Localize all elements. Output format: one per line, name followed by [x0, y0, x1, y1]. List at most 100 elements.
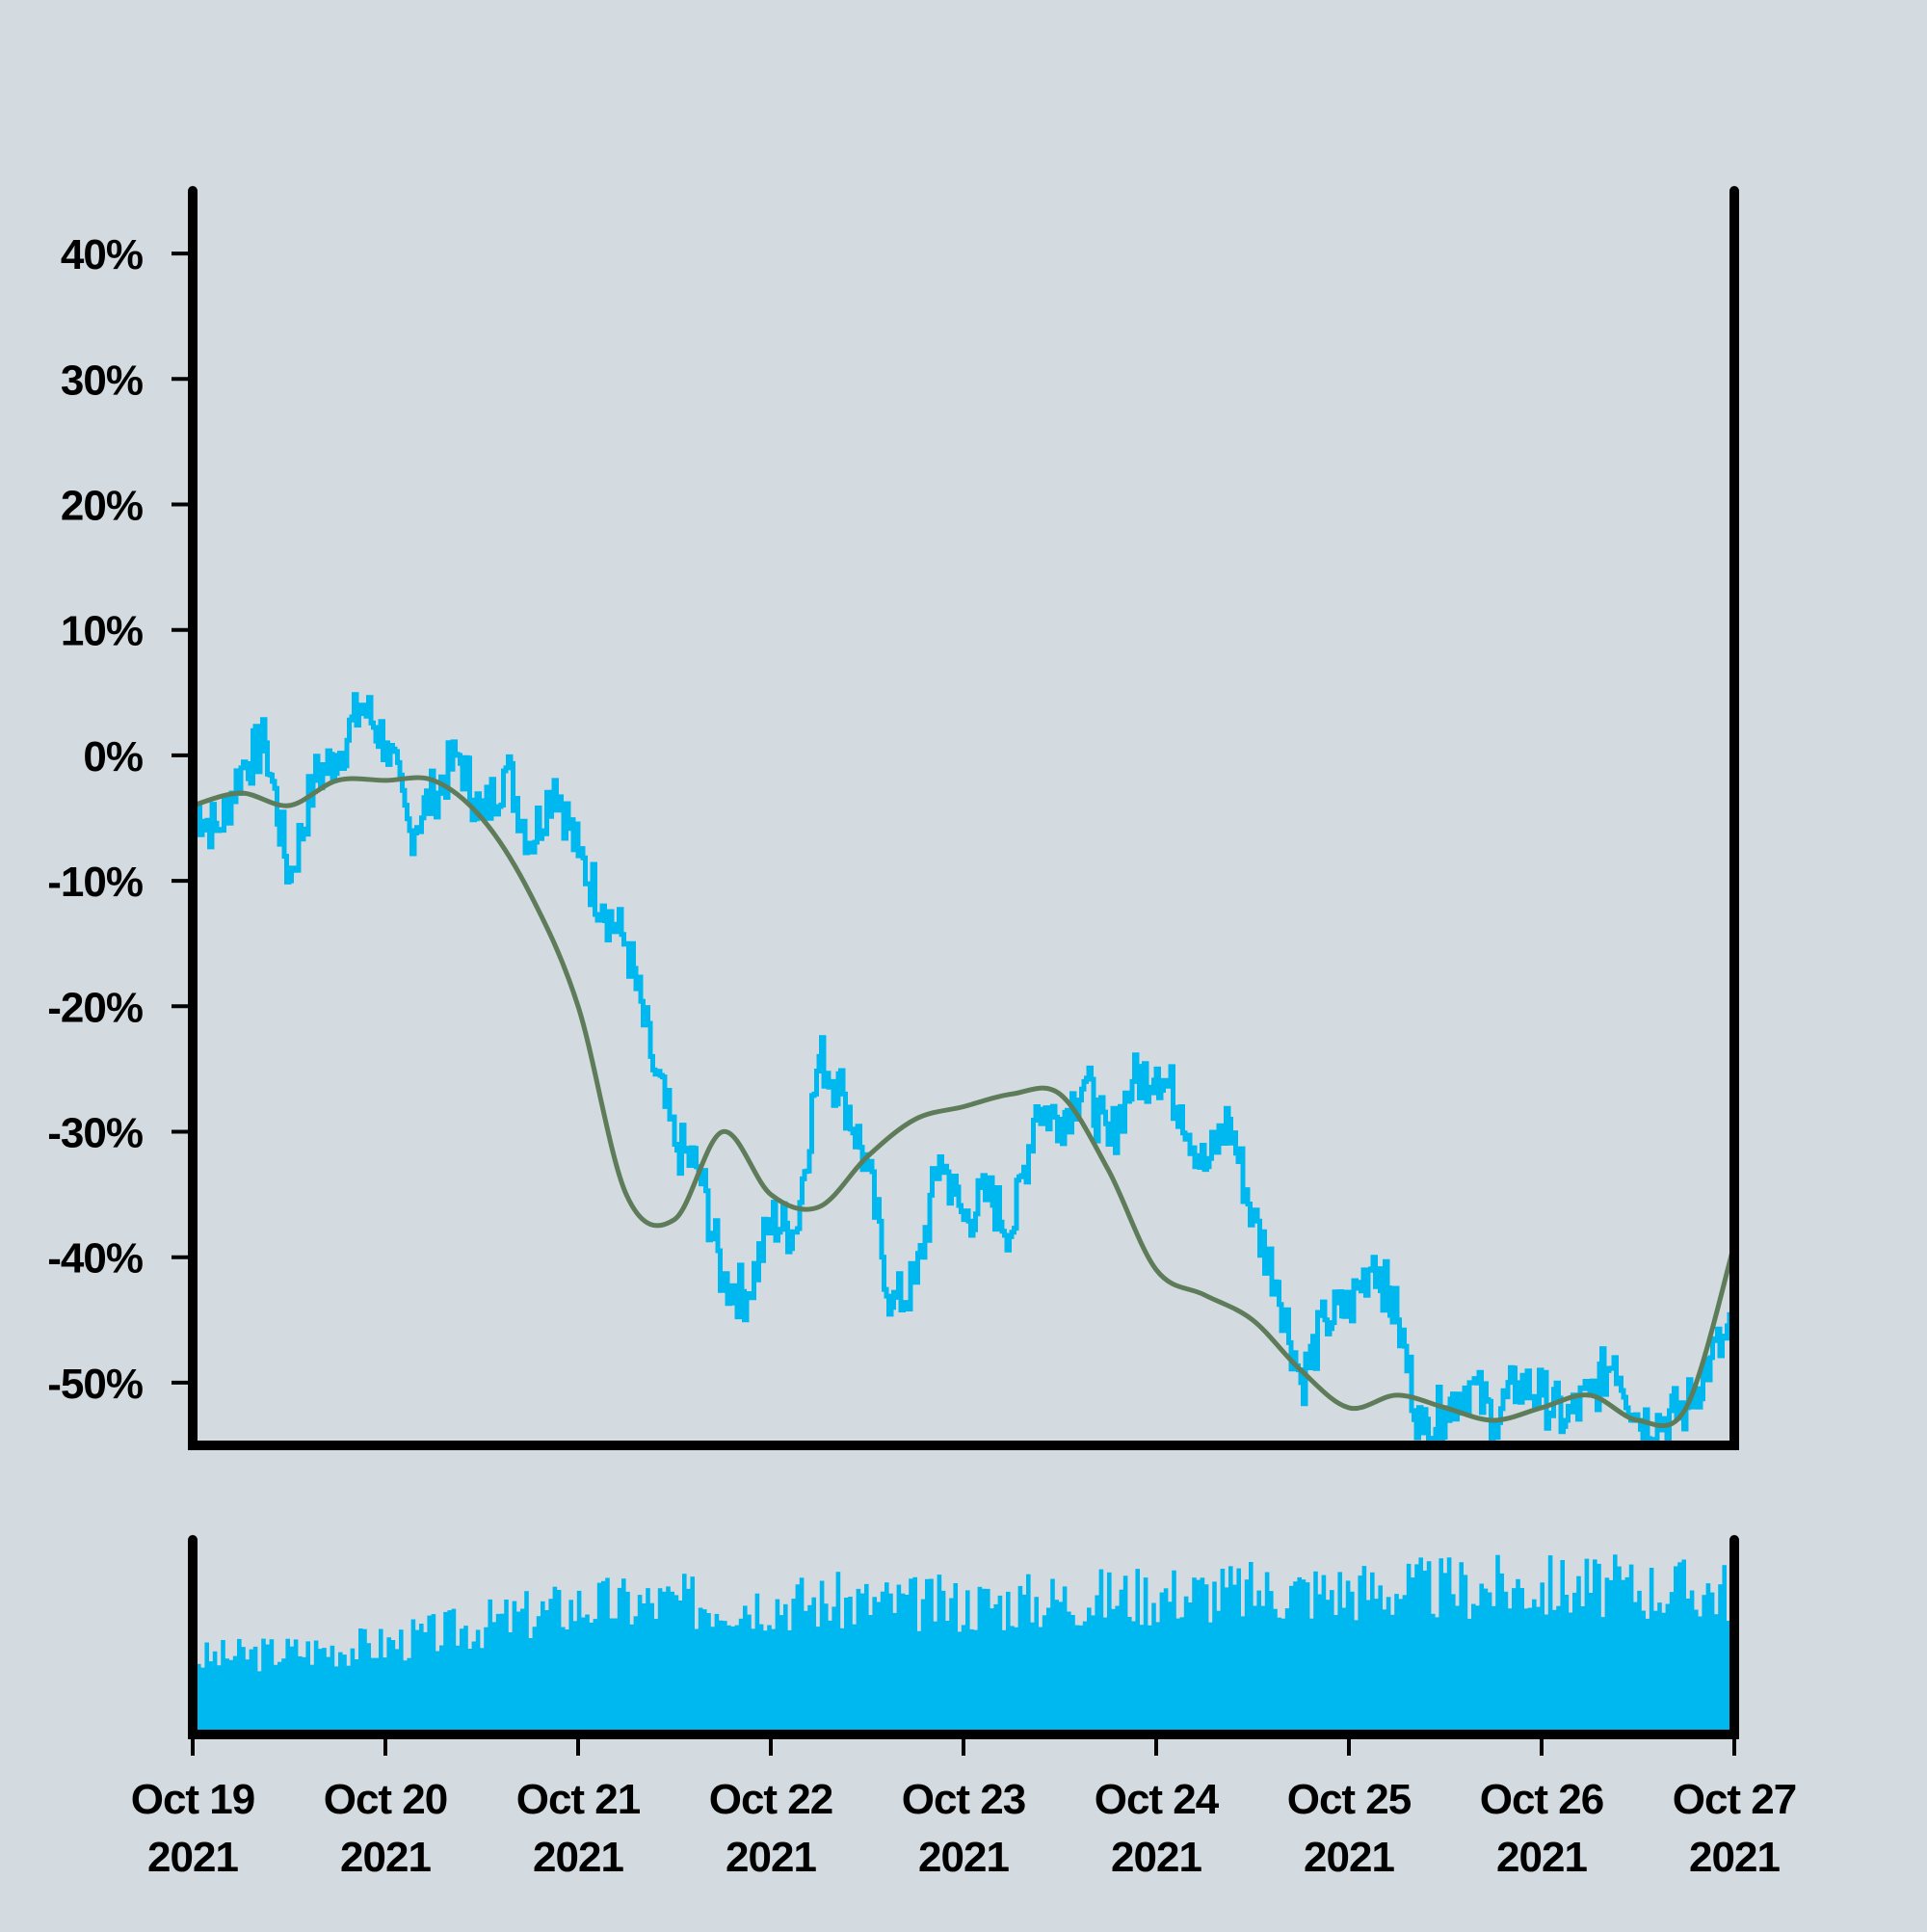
volume-bar — [1148, 1625, 1152, 1734]
volume-bar — [480, 1648, 485, 1734]
volume-bar — [1260, 1605, 1266, 1734]
volume-bar — [1564, 1595, 1570, 1734]
volume-bar — [326, 1656, 330, 1734]
volume-bar — [390, 1640, 396, 1734]
volume-bar — [1637, 1590, 1642, 1734]
volume-bar — [350, 1648, 356, 1734]
volume-bar — [1382, 1609, 1387, 1734]
volume-bar — [1289, 1585, 1294, 1734]
x-tick-label-year: 2021 — [340, 1834, 431, 1881]
volume-bar — [1487, 1592, 1492, 1734]
volume-bar — [670, 1591, 674, 1734]
volume-bar — [961, 1625, 966, 1734]
volume-bar — [949, 1598, 954, 1734]
volume-bars — [197, 1554, 1735, 1734]
volume-bar — [1216, 1610, 1221, 1734]
volume-bar — [613, 1618, 619, 1734]
volume-bar — [414, 1629, 420, 1734]
volume-bar — [1483, 1588, 1489, 1734]
volume-bar — [702, 1609, 707, 1734]
x-tick-label-year: 2021 — [726, 1834, 816, 1881]
volume-bar — [1058, 1601, 1064, 1734]
volume-bar — [318, 1649, 323, 1734]
volume-bar — [726, 1625, 731, 1734]
volume-bar — [758, 1624, 764, 1734]
y-tick-label: 30% — [61, 357, 143, 404]
volume-bar — [1661, 1612, 1666, 1734]
volume-bar — [1390, 1614, 1395, 1734]
volume-bar — [1010, 1626, 1015, 1734]
volume-bar — [1402, 1595, 1408, 1734]
volume-bar — [1333, 1615, 1338, 1734]
volume-bar — [1475, 1605, 1480, 1734]
volume-bar — [1119, 1589, 1124, 1734]
tick-labels: 40% 30% 20% 10% 0% -10% -20% -30% -40% -50% Oct 19… — [47, 231, 1797, 1881]
volume-bar — [905, 1595, 910, 1734]
volume-bar — [714, 1613, 720, 1734]
volume-bar — [888, 1593, 893, 1734]
volume-bar — [1491, 1605, 1496, 1734]
volume-bar — [484, 1627, 488, 1734]
volume-bar — [1617, 1566, 1622, 1734]
volume-bar — [1095, 1595, 1099, 1734]
volume-bar — [1641, 1610, 1646, 1734]
volume-bar — [313, 1640, 319, 1734]
volume-bar — [1681, 1559, 1686, 1734]
volume-bar — [515, 1611, 521, 1734]
volume-bar — [285, 1638, 290, 1734]
volume-bar — [1394, 1594, 1399, 1734]
volume-bar — [1451, 1594, 1456, 1734]
volume-bar — [1547, 1555, 1553, 1734]
price-line — [193, 692, 1734, 1445]
volume-bar — [1070, 1615, 1075, 1734]
volume-bar — [787, 1629, 792, 1734]
volume-bar — [309, 1664, 315, 1734]
volume-bar — [1466, 1618, 1472, 1734]
volume-bar — [1345, 1580, 1351, 1734]
volume-bar — [333, 1666, 339, 1734]
volume-bar — [431, 1614, 436, 1734]
volume-bar — [532, 1627, 538, 1734]
volume-bar — [965, 1590, 970, 1734]
volume-bar — [1544, 1614, 1549, 1734]
volume-bar — [990, 1608, 994, 1734]
volume-bar — [824, 1603, 829, 1734]
volume-bar — [269, 1639, 275, 1734]
volume-bar — [544, 1610, 549, 1734]
volume-bar — [1249, 1562, 1254, 1734]
volume-bar — [839, 1628, 845, 1734]
volume-bar — [625, 1591, 630, 1734]
x-tick-label-month: Oct 23 — [902, 1776, 1026, 1823]
y-tick-label: -30% — [47, 1110, 143, 1157]
x-tick-label-year: 2021 — [1689, 1834, 1780, 1881]
volume-bar — [500, 1613, 505, 1734]
volume-bar — [763, 1630, 768, 1734]
volume-bar — [1657, 1602, 1662, 1734]
volume-bar — [443, 1611, 448, 1734]
volume-bar — [1556, 1605, 1561, 1734]
volume-bar — [1155, 1622, 1160, 1734]
volume-bar — [524, 1591, 529, 1734]
volume-bar — [1179, 1617, 1185, 1734]
volume-bar — [1588, 1593, 1594, 1734]
volume-bar — [374, 1657, 380, 1734]
volume-bar — [795, 1584, 801, 1734]
volume-bar — [1580, 1606, 1585, 1734]
volume-bar — [1523, 1608, 1529, 1734]
volume-bar — [856, 1588, 861, 1734]
volume-bar — [1046, 1607, 1051, 1734]
volume-bar — [953, 1583, 958, 1734]
volume-bar — [747, 1614, 752, 1734]
volume-bar — [957, 1631, 963, 1734]
volume-bar — [281, 1658, 286, 1734]
volume-bar — [859, 1593, 865, 1734]
volume-bar — [1021, 1594, 1027, 1734]
volume-bar — [1256, 1590, 1261, 1734]
volume-bar — [690, 1576, 695, 1734]
volume-bar — [1705, 1583, 1711, 1734]
volume-bar — [1305, 1582, 1310, 1734]
volume-bar — [621, 1578, 626, 1734]
volume-bar — [241, 1647, 246, 1734]
volume-bar — [653, 1619, 659, 1734]
volume-bar — [909, 1578, 913, 1734]
